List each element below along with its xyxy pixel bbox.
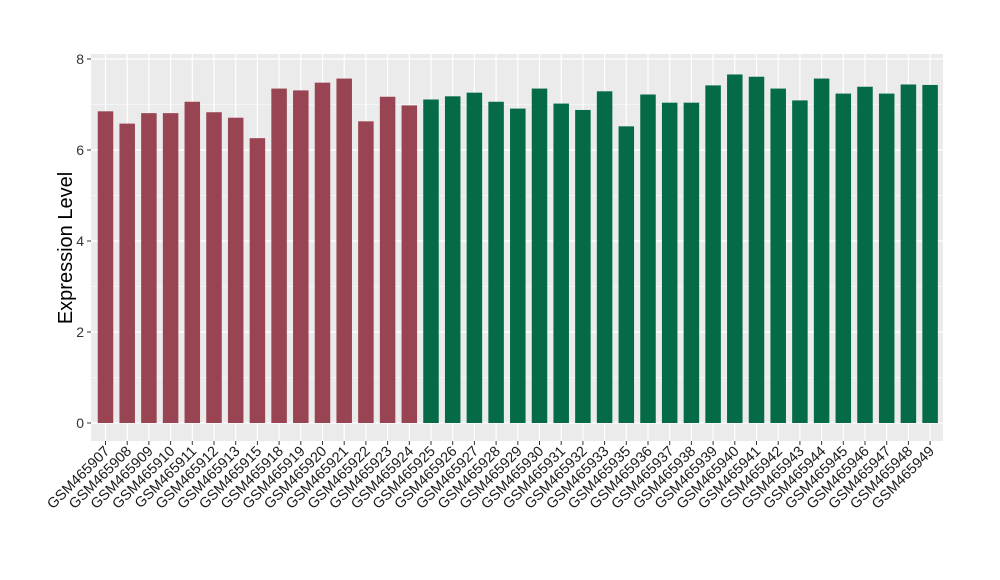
bar-GSM465919 (293, 90, 309, 424)
bar-GSM465930 (531, 88, 548, 423)
y-axis-title: Expression Level (55, 172, 77, 324)
bar-GSM465928 (488, 101, 504, 424)
bar-GSM465923 (379, 96, 396, 423)
bar-GSM465931 (553, 103, 569, 423)
bar-GSM465910 (162, 113, 179, 424)
bar-GSM465939 (705, 85, 721, 423)
bars (97, 74, 938, 424)
bar-GSM465920 (314, 82, 331, 423)
bar-GSM465944 (813, 78, 830, 423)
bar-GSM465915 (249, 138, 266, 424)
bar-GSM465942 (770, 88, 786, 423)
x-axis: GSM465907GSM465908GSM465909GSM465910GSM4… (44, 441, 938, 512)
bar-GSM465907 (97, 111, 114, 423)
y-tick-label: 0 (76, 415, 84, 431)
y-tick-label: 2 (76, 324, 84, 340)
bar-GSM465927 (466, 92, 483, 424)
bar-GSM465940 (727, 74, 743, 423)
y-tick-label: 8 (76, 51, 84, 67)
y-tick-label: 4 (76, 233, 84, 249)
bar-GSM465922 (358, 121, 374, 423)
bar-GSM465911 (184, 101, 201, 424)
bar-GSM465926 (444, 96, 461, 423)
bar-GSM465921 (336, 78, 352, 423)
bar-GSM465913 (227, 117, 244, 423)
bar-GSM465946 (857, 86, 873, 423)
bar-GSM465935 (618, 126, 635, 423)
bar-GSM465918 (271, 88, 287, 423)
bar-GSM465933 (596, 91, 613, 423)
bar-GSM465929 (510, 108, 526, 423)
bar-GSM465947 (878, 93, 895, 423)
bar-GSM465941 (748, 76, 765, 423)
bar-GSM465943 (792, 100, 808, 423)
bar-GSM465936 (640, 94, 656, 424)
bar-GSM465938 (683, 102, 700, 424)
bar-GSM465937 (661, 102, 678, 424)
bar-GSM465924 (401, 105, 418, 423)
y-tick-label: 6 (76, 142, 84, 158)
bar-GSM465925 (423, 99, 439, 423)
bar-GSM465932 (575, 109, 591, 424)
bar-GSM465949 (922, 84, 938, 423)
bar-GSM465948 (900, 84, 917, 423)
bar-GSM465908 (119, 123, 135, 424)
bar-GSM465912 (206, 112, 222, 424)
bar-GSM465909 (141, 113, 157, 424)
y-axis: 0 2 4 6 8 (76, 51, 91, 431)
bar-GSM465945 (835, 93, 852, 423)
